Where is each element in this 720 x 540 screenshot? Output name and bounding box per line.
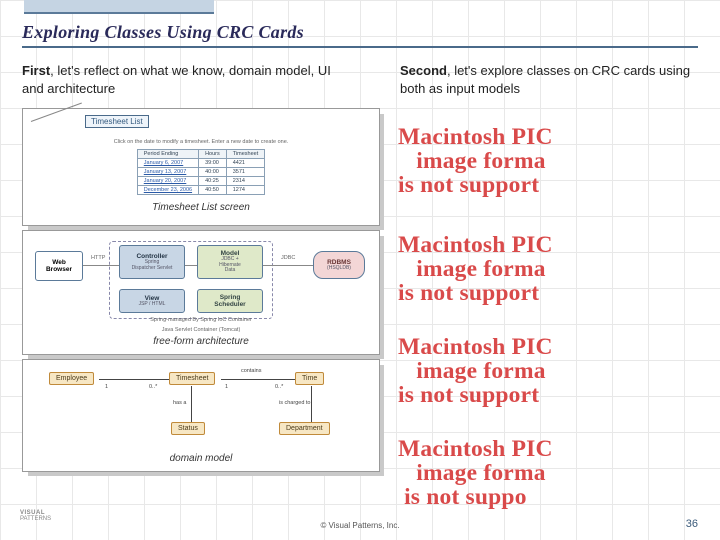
container-note: Spring-managed By Spring IoC Container bbox=[141, 317, 261, 323]
slide-title: Exploring Classes Using CRC Cards bbox=[22, 22, 304, 43]
panel-frame: Web Browser ControllerSpring Dispatcher … bbox=[22, 230, 380, 355]
panel-caption: domain model bbox=[29, 450, 373, 469]
table-row: January 20, 200740:252314 bbox=[137, 177, 264, 186]
connector bbox=[191, 386, 192, 422]
header-accent-bar bbox=[24, 0, 214, 14]
footer-copyright: © Visual Patterns, Inc. bbox=[0, 521, 720, 530]
right-column-intro: Second, let's explore classes on CRC car… bbox=[400, 62, 710, 97]
panel-caption: Timesheet List screen bbox=[29, 199, 373, 218]
connector bbox=[99, 379, 169, 380]
left-column-intro: First, let's reflect on what we know, do… bbox=[22, 62, 352, 97]
servlet-note: Java Servlet Container (Tomcat) bbox=[129, 327, 273, 333]
left-intro-rest: , let's reflect on what we know, domain … bbox=[22, 63, 331, 96]
rel-hasa: has a bbox=[173, 400, 186, 406]
panel-caption: free-form architecture bbox=[29, 333, 373, 352]
pict-error-1: Macintosh PIC image forma is not support bbox=[398, 126, 553, 198]
architecture-diagram: Web Browser ControllerSpring Dispatcher … bbox=[29, 237, 373, 333]
arch-rdbms: RDBMS(HSQLDB) bbox=[313, 251, 365, 279]
rel-charged: is charged to bbox=[279, 400, 311, 406]
timesheet-box-title: Timesheet List bbox=[85, 115, 149, 128]
left-intro-bold: First bbox=[22, 63, 50, 78]
panel-frame: Timesheet List Click on the date to modi… bbox=[22, 108, 380, 226]
col-header: Hours bbox=[199, 150, 227, 159]
panel-frame: Employee Timesheet Time Status Departmen… bbox=[22, 359, 380, 472]
mult-label: 1 bbox=[105, 384, 108, 390]
pict-error-4: Macintosh PIC image forma is not suppo bbox=[398, 438, 553, 510]
timesheet-body: Click on the date to modify a timesheet.… bbox=[101, 139, 301, 195]
panel-domain-model: Employee Timesheet Time Status Departmen… bbox=[22, 359, 380, 472]
connector bbox=[263, 265, 313, 266]
mult-label: 0..* bbox=[149, 384, 157, 390]
arch-web-browser: Web Browser bbox=[35, 251, 83, 281]
timesheet-hint: Click on the date to modify a timesheet.… bbox=[101, 139, 301, 145]
connector bbox=[311, 386, 312, 422]
rel-contains: contains bbox=[241, 368, 262, 374]
entity-department: Department bbox=[279, 422, 330, 435]
table-row: January 6, 200739:004421 bbox=[137, 159, 264, 168]
col-header: Period Ending bbox=[137, 150, 198, 159]
table-row: January 13, 200740:003571 bbox=[137, 168, 264, 177]
connector bbox=[83, 265, 119, 266]
domain-model-diagram: Employee Timesheet Time Status Departmen… bbox=[29, 366, 373, 450]
table-row: December 23, 200640:501274 bbox=[137, 186, 264, 195]
panel-stack: Timesheet List Click on the date to modi… bbox=[22, 108, 380, 476]
panel-architecture: Web Browser ControllerSpring Dispatcher … bbox=[22, 230, 380, 355]
pict-error-2: Macintosh PIC image forma is not support bbox=[398, 234, 553, 306]
mult-label: 1 bbox=[225, 384, 228, 390]
pict-error-3: Macintosh PIC image forma is not support bbox=[398, 336, 553, 408]
arch-scheduler: Spring Scheduler bbox=[197, 289, 263, 313]
timesheet-table: Period Ending Hours Timesheet January 6,… bbox=[137, 149, 265, 195]
arch-controller: ControllerSpring Dispatcher Servlet bbox=[119, 245, 185, 279]
http-label: HTTP bbox=[91, 255, 105, 261]
page-number: 36 bbox=[686, 518, 698, 530]
entity-status: Status bbox=[171, 422, 205, 435]
mult-label: 0..* bbox=[275, 384, 283, 390]
panel-timesheet: Timesheet List Click on the date to modi… bbox=[22, 108, 380, 226]
jdbc-label: JDBC bbox=[281, 255, 295, 261]
col-header: Timesheet bbox=[226, 150, 264, 159]
entity-employee: Employee bbox=[49, 372, 94, 385]
entity-timesheet: Timesheet bbox=[169, 372, 215, 385]
right-intro-bold: Second bbox=[400, 63, 447, 78]
connector bbox=[185, 265, 197, 266]
arch-model: ModelJDBC + Hibernate Data bbox=[197, 245, 263, 279]
arch-view: ViewJSP / HTML bbox=[119, 289, 185, 313]
callout-line bbox=[31, 103, 82, 122]
title-underline bbox=[22, 46, 698, 48]
connector bbox=[221, 379, 295, 380]
entity-time: Time bbox=[295, 372, 324, 385]
table-row: Period Ending Hours Timesheet bbox=[137, 150, 264, 159]
